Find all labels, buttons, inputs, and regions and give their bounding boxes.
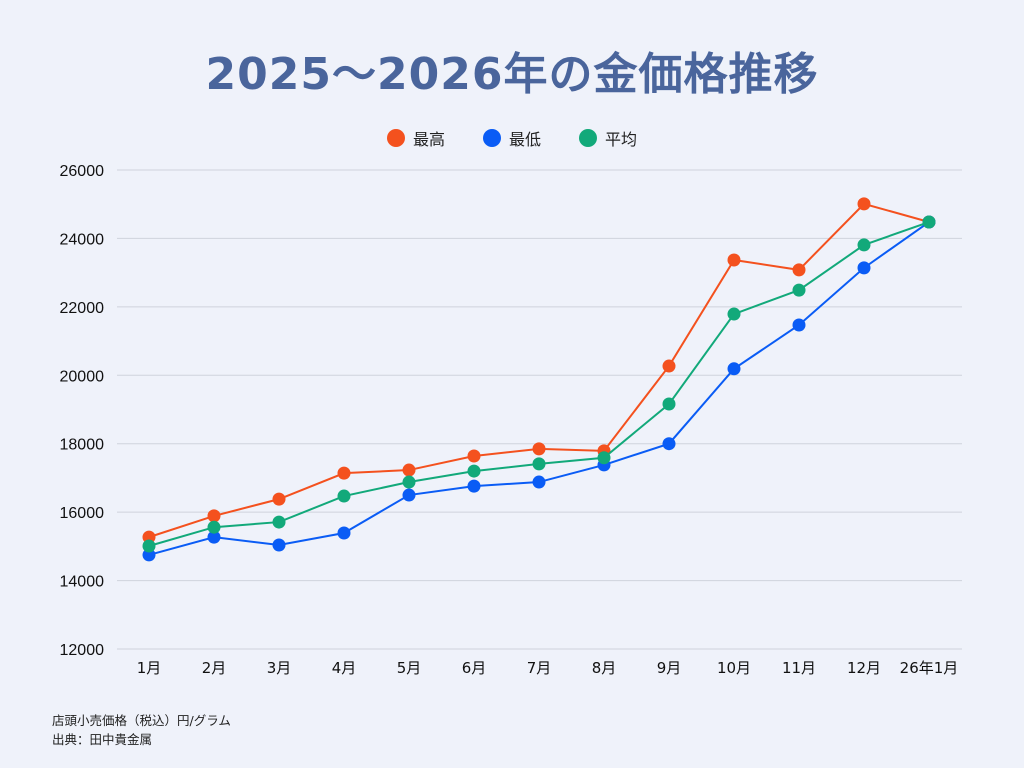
legend-item-max[interactable]: 最高: [386, 126, 445, 150]
legend-item-avg[interactable]: 平均: [579, 126, 637, 150]
data-point-max-7: [532, 442, 546, 456]
data-point-min-4: [337, 526, 351, 540]
x-tick-label-9: 9月: [657, 659, 682, 677]
x-tick-label-6: 6月: [462, 659, 487, 677]
data-point-avg-13: [922, 215, 936, 229]
x-tick-label-13: 26年1月: [900, 659, 959, 677]
data-point-avg-3: [272, 515, 286, 529]
legend-marker-avg: [579, 129, 597, 147]
data-point-min-11: [792, 318, 806, 332]
y-axis-ticks: 12000 14000 16000 18000 20000 22000 24000 26000: [60, 163, 105, 659]
data-point-max-4: [337, 466, 351, 480]
x-tick-label-12: 12月: [847, 659, 881, 677]
legend-marker-max: [386, 129, 405, 147]
grid-lines: [117, 169, 962, 650]
source-note: 出典：田中貴金属: [52, 732, 153, 747]
data-point-min-2: [207, 530, 221, 544]
series-max: [142, 197, 936, 544]
data-point-max-5: [402, 463, 416, 477]
y-tick-label-18000: 18000: [60, 437, 105, 454]
series-min: [142, 215, 936, 562]
unit-note: 店頭小売価格（税込）円/グラム: [52, 713, 231, 728]
series-line-min: [148, 221, 930, 556]
x-tick-label-10: 10月: [717, 659, 751, 677]
x-tick-label-4: 4月: [332, 659, 357, 677]
series-avg: [142, 215, 936, 553]
legend-label-min: 最低: [508, 130, 541, 149]
data-point-avg-11: [792, 283, 806, 297]
y-tick-label-20000: 20000: [60, 368, 105, 385]
data-point-avg-4: [337, 489, 351, 503]
chart-title: 2025～2026年の金価格推移: [205, 49, 819, 100]
data-point-min-5: [402, 488, 416, 502]
series-group: [142, 197, 936, 562]
data-point-avg-9: [662, 397, 676, 411]
x-axis-ticks: 1月 2月 3月 4月 5月 6月 7月 8月 9月 10月 11月 12月 26年1月: [137, 659, 959, 677]
data-point-avg-2: [207, 520, 221, 534]
data-point-max-6: [467, 449, 481, 463]
data-point-max-12: [857, 197, 871, 211]
x-tick-label-2: 2月: [202, 659, 227, 677]
x-tick-label-3: 3月: [267, 659, 292, 677]
data-point-avg-1: [142, 539, 156, 553]
data-point-avg-7: [532, 457, 546, 471]
data-point-min-9: [662, 437, 676, 451]
y-tick-label-24000: 24000: [60, 231, 105, 248]
data-point-max-10: [727, 253, 741, 267]
data-point-min-7: [532, 475, 546, 489]
legend-label-avg: 平均: [605, 130, 638, 149]
x-tick-label-1: 1月: [137, 659, 162, 677]
data-point-max-11: [792, 263, 806, 277]
y-tick-label-12000: 12000: [60, 642, 105, 659]
data-point-avg-8: [597, 451, 611, 465]
y-tick-label-16000: 16000: [60, 505, 105, 522]
data-point-avg-5: [402, 475, 416, 489]
data-point-max-9: [662, 359, 676, 373]
data-point-max-1: [142, 530, 156, 544]
data-point-min-1: [142, 548, 156, 562]
x-tick-label-8: 8月: [592, 659, 617, 677]
legend-label-max: 最高: [412, 130, 445, 149]
data-point-min-3: [272, 538, 286, 552]
legend-item-min[interactable]: 最低: [482, 126, 541, 150]
y-tick-label-14000: 14000: [60, 574, 105, 591]
data-point-min-6: [467, 479, 481, 493]
footnotes: 店頭小売価格（税込）円/グラム 出典：田中貴金属: [52, 711, 231, 749]
chart-legend: 最高 最低 平均: [0, 126, 1024, 150]
y-tick-label-26000: 26000: [60, 163, 105, 180]
y-tick-label-22000: 22000: [60, 300, 105, 317]
x-tick-label-5: 5月: [397, 659, 422, 677]
legend-marker-min: [482, 129, 501, 147]
data-point-avg-6: [467, 464, 481, 478]
data-point-min-10: [727, 362, 741, 376]
x-tick-label-7: 7月: [527, 659, 552, 677]
data-point-max-2: [207, 509, 221, 523]
data-point-avg-10: [727, 307, 741, 321]
series-line-avg: [148, 221, 930, 547]
data-point-max-3: [272, 492, 286, 506]
x-tick-label-11: 11月: [782, 659, 816, 677]
data-point-min-12: [857, 261, 871, 275]
data-point-avg-12: [857, 238, 871, 252]
